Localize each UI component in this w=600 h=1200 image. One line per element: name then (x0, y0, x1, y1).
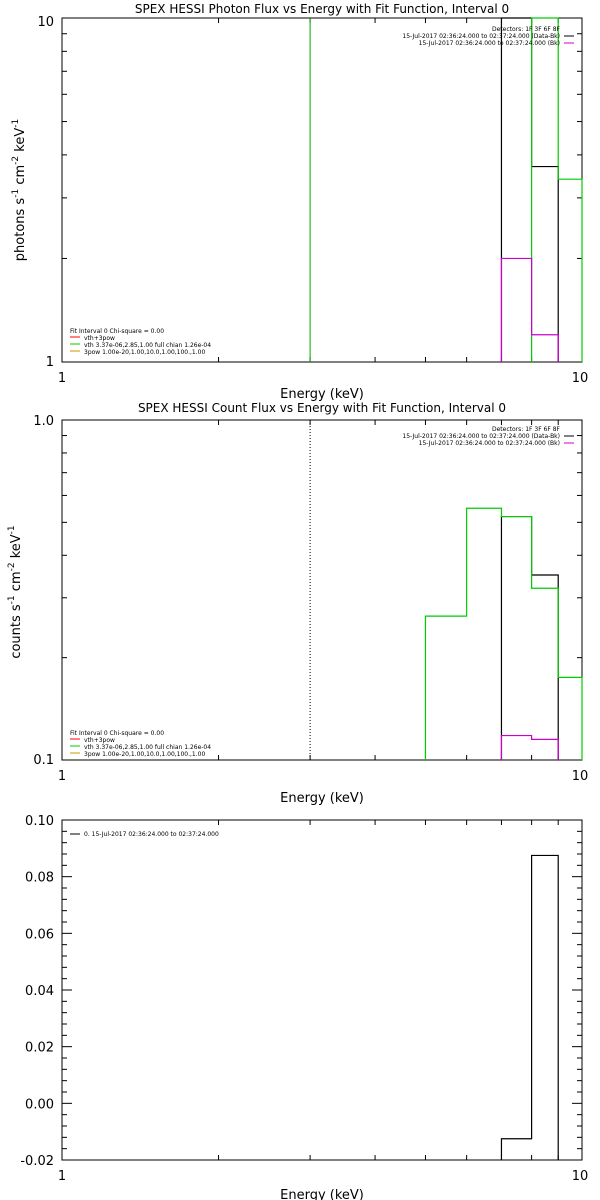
panel-photon-flux: SPEX HESSI Photon Flux vs Energy with Fi… (11, 2, 588, 402)
panel1-axis-ticks (61, 17, 583, 363)
series-line (500, 17, 559, 362)
panel1-xtick-label: 1 (58, 371, 66, 386)
series-line (500, 854, 559, 1160)
panel1-xtick-label: 10 (572, 371, 589, 386)
panel3-plot-frame (61, 819, 583, 1161)
panel1-ytick-label: 1 (46, 355, 54, 370)
panel1-title: SPEX HESSI Photon Flux vs Energy with Fi… (135, 2, 509, 16)
panel1-legend-bottom-line: Fit Interval 0 Chi-square = 0.00 (70, 328, 164, 335)
panel1-legend-top-line: Detectors: 1F 3F 6F 8F (492, 26, 561, 33)
panel1-series (500, 17, 583, 362)
panel3-legend: 0. 15-Jul-2017 02:36:24.000 to 02:37:24.… (70, 831, 219, 838)
panel1-legend-bottom: Fit Interval 0 Chi-square = 0.00 vth+3po… (70, 328, 211, 356)
panel2-legend-top: Detectors: 1F 3F 6F 8F 15-Jul-2017 02:36… (402, 426, 574, 447)
panel2-legend-top-line: 15-Jul-2017 02:36:24.000 to 02:37:24.000… (402, 433, 560, 440)
panel2-legend-bottom-line: vth 3.37e-06,2.85,1.00 full chian 1.26e-… (84, 744, 211, 751)
panel3-legend-line: 0. 15-Jul-2017 02:36:24.000 to 02:37:24.… (84, 831, 219, 838)
panel2-xaxis-title: Energy (keV) (280, 791, 364, 806)
series-line (424, 507, 583, 760)
panel-residuals: -0.02 0.00 0.02 0.04 0.06 0.08 0.10 1 10 Energ… (20, 814, 588, 1200)
panel2-series (424, 507, 583, 760)
panel2-yaxis-title: counts s-1 cm-2 keV-1 (7, 525, 24, 658)
panel2-legend-bottom-line: Fit Interval 0 Chi-square = 0.00 (70, 730, 164, 737)
panel1-legend-top: Detectors: 1F 3F 6F 8F 15-Jul-2017 02:36… (402, 26, 574, 47)
y-tick-label: -0.02 (20, 1154, 54, 1169)
panel2-title: SPEX HESSI Count Flux vs Energy with Fit… (138, 401, 506, 415)
panel2-axis-ticks (61, 419, 583, 761)
panel1-legend-bottom-line: 3pow 1.00e-20,1.00,10.0,1.00,100.,1.00 (84, 349, 205, 356)
panel3-series (500, 854, 559, 1160)
panel1-legend-bottom-line: vth+3pow (84, 335, 115, 342)
panel1-yaxis-title: photons s-1 cm-2 keV-1 (11, 119, 28, 261)
y-tick-label: 0.06 (25, 927, 54, 942)
series-line (500, 734, 559, 760)
y-tick-label: 0.00 (25, 1097, 54, 1112)
series-line (531, 17, 583, 362)
panel3-ytick-labels: -0.02 0.00 0.02 0.04 0.06 0.08 0.10 (20, 814, 54, 1169)
panel2-ytick-label: 1.0 (33, 414, 54, 429)
panel3-xtick-label: 1 (58, 1169, 66, 1184)
panel2-xtick-label: 10 (572, 769, 589, 784)
panel2-legend-bottom-line: 3pow 1.00e-20,1.00,10.0,1.00,100.,1.00 (84, 751, 205, 758)
panel2-legend-top-line: 15-Jul-2017 02:36:24.000 to 02:37:24.000… (419, 440, 560, 447)
panel1-legend-top-line: 15-Jul-2017 02:36:24.000 to 02:37:24.000… (419, 40, 560, 47)
y-tick-label: 0.08 (25, 871, 54, 886)
series-line (500, 515, 559, 760)
panel1-legend-top-line: 15-Jul-2017 02:36:24.000 to 02:37:24.000… (402, 33, 560, 40)
y-tick-label: 0.02 (25, 1041, 54, 1056)
panel1-legend-bottom-line: vth 3.37e-06,2.85,1.00 full chian 1.26e-… (84, 342, 211, 349)
panel-count-flux: SPEX HESSI Count Flux vs Energy with Fit… (7, 401, 588, 806)
panel2-legend-bottom: Fit Interval 0 Chi-square = 0.00 vth+3po… (70, 730, 211, 758)
panel3-axis-ticks (61, 819, 583, 1161)
y-tick-label: 0.10 (25, 814, 54, 829)
panel1-ytick-label: 10 (37, 15, 54, 30)
panel2-ytick-label: 0.1 (33, 753, 54, 768)
panel2-legend-bottom-line: vth+3pow (84, 737, 115, 744)
panel2-legend-top-line: Detectors: 1F 3F 6F 8F (492, 426, 561, 433)
series-line (500, 257, 559, 362)
panel1-plot-frame (61, 17, 583, 363)
y-tick-label: 0.04 (25, 984, 54, 999)
panel2-plot-frame (61, 419, 583, 761)
panel2-xtick-label: 1 (58, 769, 66, 784)
panel3-xtick-label: 10 (572, 1169, 589, 1184)
panel1-xaxis-title: Energy (keV) (280, 387, 364, 402)
panel3-xaxis-title: Energy (keV) (280, 1188, 364, 1200)
